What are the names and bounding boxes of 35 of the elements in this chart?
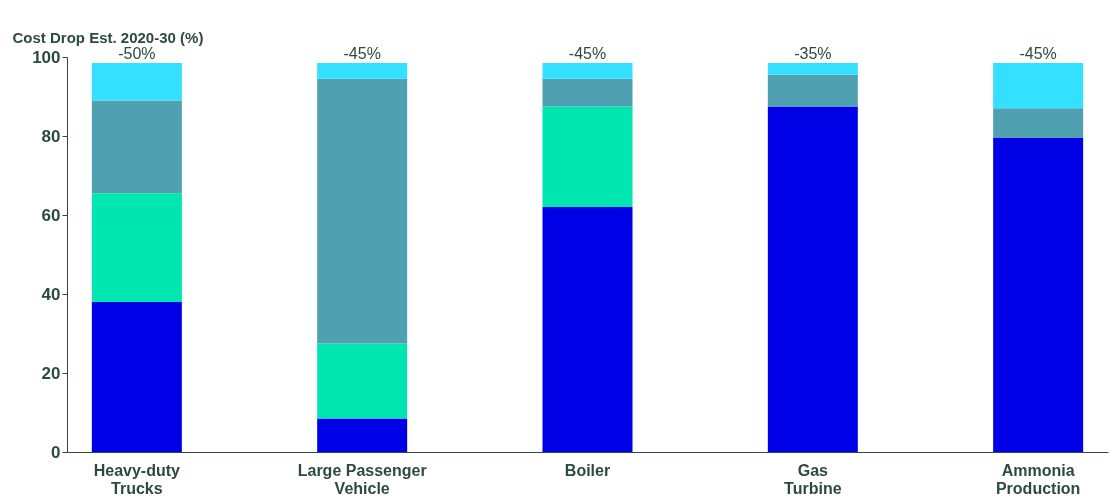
bar: [993, 62, 1084, 109]
bar: [993, 108, 1084, 138]
bar: [317, 62, 408, 79]
bar: [91, 62, 182, 101]
y-tick-label: 40: [41, 284, 61, 304]
bar: [767, 106, 858, 452]
bar: [542, 106, 633, 208]
y-tick-label: 0: [51, 442, 61, 462]
x-tick-label: Heavy-duty Trucks: [93, 461, 181, 497]
x-tick-label: Gas Turbine: [784, 461, 842, 497]
x-tick-label: Ammonia Production: [995, 461, 1081, 497]
annotation: -45%: [343, 44, 381, 62]
y-tick-label: 100: [32, 47, 61, 67]
bar: [317, 418, 408, 452]
annotation: -35%: [794, 44, 832, 62]
annotation: -50%: [118, 44, 156, 62]
bar: [542, 62, 633, 79]
bar: [767, 62, 858, 75]
bar: [542, 207, 633, 452]
bar: [91, 100, 182, 194]
bar: [91, 301, 182, 452]
bar: [767, 74, 858, 107]
bar: [993, 137, 1084, 452]
bar: [91, 193, 182, 302]
annotation: -45%: [1019, 44, 1057, 62]
bar: [317, 78, 408, 344]
bar: [542, 78, 633, 107]
y-tick-label: 20: [41, 363, 61, 383]
y-tick-label: 80: [41, 126, 61, 146]
x-tick-label: Large Passenger Vehicle: [297, 461, 427, 497]
y-tick-label: 60: [41, 205, 61, 225]
bar: [317, 343, 408, 419]
y-axis-title: Cost Drop Est. 2020-30 (%): [12, 28, 204, 46]
annotation: -45%: [568, 44, 607, 62]
x-tick-label: Boiler: [564, 461, 611, 479]
